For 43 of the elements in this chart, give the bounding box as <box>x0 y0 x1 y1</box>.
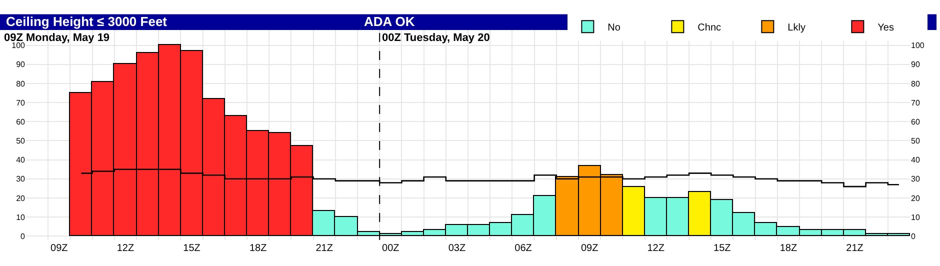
y-tick-label: 50 <box>16 136 26 146</box>
y-tick-label: 40 <box>16 156 26 165</box>
legend-label: Lkly <box>788 22 806 34</box>
y2-tick-label: 10 <box>911 212 920 222</box>
x-tick-label: 12Z <box>116 243 134 254</box>
chart-title: Ceiling Height ≤ 3000 Feet <box>6 14 168 29</box>
x-tick-label: 06Z <box>514 243 532 254</box>
y-tick-label: 80 <box>16 79 26 88</box>
y2-tick-label: 60 <box>911 117 920 126</box>
x-tick-label: 12Z <box>647 243 664 254</box>
x-tick-label: 09Z <box>50 243 68 254</box>
legend-label: No <box>608 22 621 34</box>
y2-tick-label: 80 <box>911 79 920 88</box>
x-tick-label: 15Z <box>183 243 200 254</box>
y-tick-label: 90 <box>16 60 26 70</box>
y-tick-label: 20 <box>16 194 26 203</box>
y-tick-label: 0 <box>20 232 26 241</box>
ref-line-label: 00Z Tuesday, May 20 <box>382 32 490 44</box>
y2-tick-label: 100 <box>911 41 925 50</box>
y-tick-label: 100 <box>12 41 26 50</box>
x-tick-label: 15Z <box>714 243 731 254</box>
y2-tick-label: 70 <box>911 98 920 108</box>
x-tick-label: 03Z <box>448 243 466 254</box>
x-tick-label: 18Z <box>780 243 798 254</box>
x-tick-label: 00Z <box>382 243 400 254</box>
y-tick-label: 60 <box>16 117 26 126</box>
y2-tick-label: 20 <box>911 194 920 203</box>
y2-tick-label: 30 <box>911 174 920 184</box>
y2-tick-label: 50 <box>911 136 920 146</box>
x-tick-label: 21Z <box>846 243 864 254</box>
annotation: 09Z Monday, May 19 <box>4 32 110 44</box>
y2-tick-label: 90 <box>911 60 920 70</box>
y-tick-label: 30 <box>16 174 26 184</box>
legend-label: Yes <box>878 22 894 34</box>
y2-tick-label: 0 <box>911 232 916 241</box>
x-tick-label: 21Z <box>316 243 333 254</box>
x-tick-label: 09Z <box>580 243 598 254</box>
legend-label: Chnc <box>698 22 722 34</box>
y-tick-label: 70 <box>16 98 26 108</box>
chart-subtitle: ADA OK <box>364 14 416 29</box>
y-tick-label: 10 <box>16 212 26 222</box>
y2-tick-label: 40 <box>911 156 920 165</box>
x-tick-label: 18Z <box>249 243 267 254</box>
